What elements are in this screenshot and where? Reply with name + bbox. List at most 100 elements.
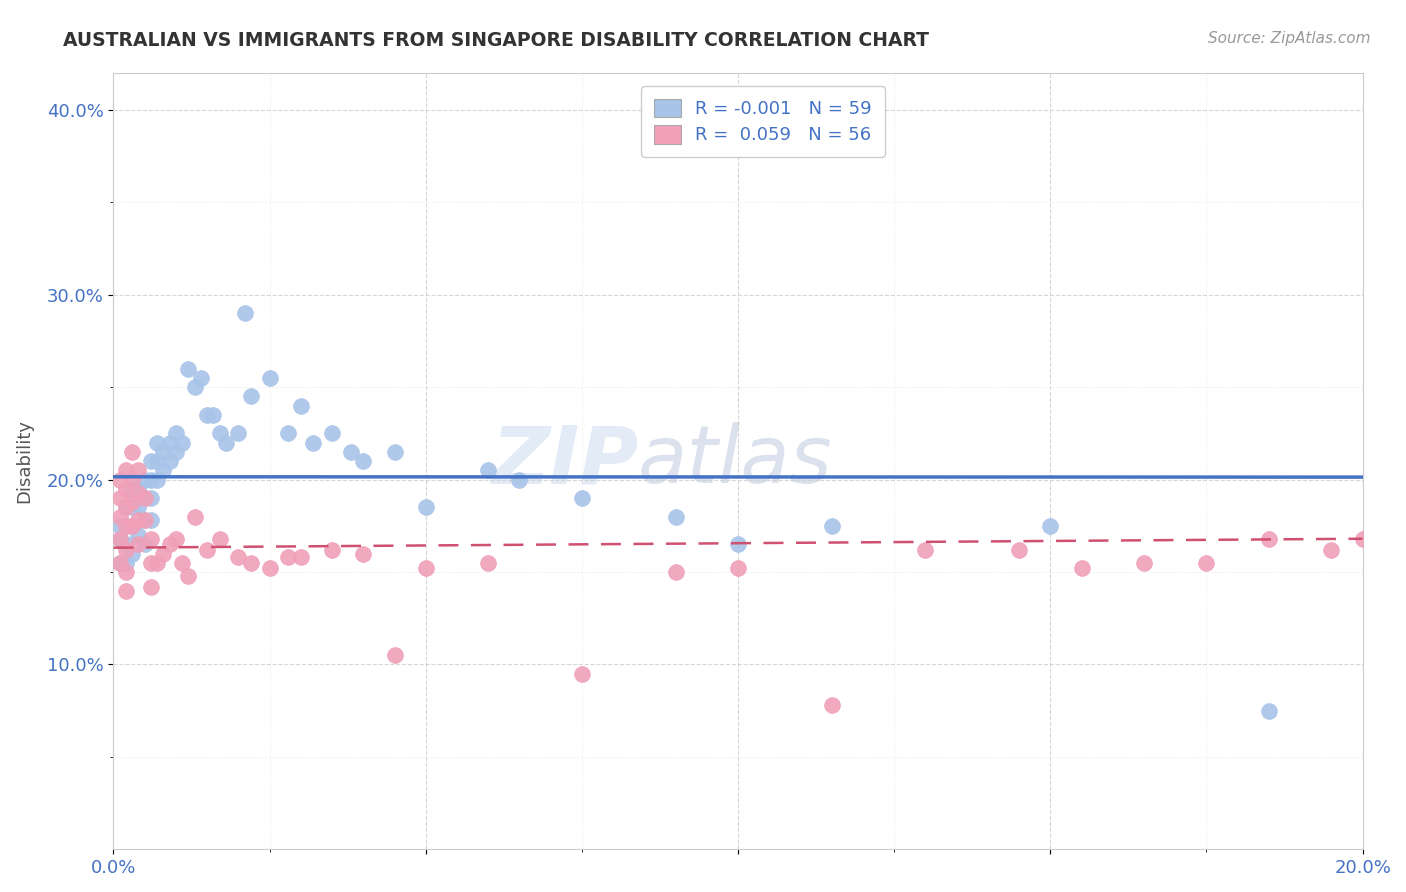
Point — [121, 445, 143, 459]
Point — [134, 513, 156, 527]
Point — [139, 454, 162, 468]
Point — [139, 580, 162, 594]
Point — [127, 528, 149, 542]
Point — [121, 473, 143, 487]
Point — [571, 666, 593, 681]
Text: ZIP: ZIP — [491, 422, 638, 500]
Point — [159, 454, 181, 468]
Point — [159, 435, 181, 450]
Point — [115, 537, 138, 551]
Point — [664, 565, 686, 579]
Point — [127, 463, 149, 477]
Point — [321, 542, 343, 557]
Point — [384, 445, 406, 459]
Point — [115, 500, 138, 515]
Point — [134, 491, 156, 505]
Point — [1008, 542, 1031, 557]
Point — [1195, 556, 1218, 570]
Point — [108, 473, 131, 487]
Point — [177, 568, 200, 582]
Point — [277, 426, 299, 441]
Point — [127, 482, 149, 496]
Point — [727, 537, 749, 551]
Point — [108, 491, 131, 505]
Point — [415, 561, 437, 575]
Point — [1320, 542, 1343, 557]
Point — [415, 500, 437, 515]
Point — [115, 583, 138, 598]
Point — [139, 491, 162, 505]
Point — [821, 698, 844, 712]
Point — [152, 547, 174, 561]
Point — [108, 518, 131, 533]
Point — [115, 542, 138, 557]
Point — [127, 485, 149, 500]
Point — [121, 518, 143, 533]
Point — [121, 482, 143, 496]
Point — [115, 518, 138, 533]
Point — [302, 435, 325, 450]
Point — [152, 445, 174, 459]
Point — [352, 454, 374, 468]
Point — [340, 445, 363, 459]
Legend: R = -0.001   N = 59, R =  0.059   N = 56: R = -0.001 N = 59, R = 0.059 N = 56 — [641, 86, 884, 157]
Text: atlas: atlas — [638, 422, 832, 500]
Point — [1133, 556, 1156, 570]
Y-axis label: Disability: Disability — [15, 419, 32, 503]
Point — [159, 537, 181, 551]
Point — [384, 648, 406, 663]
Point — [134, 537, 156, 551]
Point — [165, 532, 187, 546]
Point — [1070, 561, 1092, 575]
Point — [134, 473, 156, 487]
Point — [228, 426, 250, 441]
Point — [290, 550, 312, 565]
Point — [208, 426, 231, 441]
Point — [108, 532, 131, 546]
Point — [115, 482, 138, 496]
Point — [121, 495, 143, 509]
Point — [115, 463, 138, 477]
Point — [183, 509, 205, 524]
Point — [146, 473, 169, 487]
Point — [134, 491, 156, 505]
Point — [165, 445, 187, 459]
Point — [277, 550, 299, 565]
Point — [727, 561, 749, 575]
Text: Source: ZipAtlas.com: Source: ZipAtlas.com — [1208, 31, 1371, 46]
Point — [115, 500, 138, 515]
Point — [664, 509, 686, 524]
Point — [914, 542, 936, 557]
Point — [228, 550, 250, 565]
Point — [165, 426, 187, 441]
Point — [290, 399, 312, 413]
Point — [195, 408, 218, 422]
Point — [259, 561, 281, 575]
Point — [508, 473, 530, 487]
Point — [233, 306, 256, 320]
Point — [146, 435, 169, 450]
Point — [190, 371, 212, 385]
Point — [215, 435, 238, 450]
Point — [108, 532, 131, 546]
Point — [239, 389, 262, 403]
Point — [139, 473, 162, 487]
Point — [139, 532, 162, 546]
Point — [146, 454, 169, 468]
Point — [115, 518, 138, 533]
Point — [352, 547, 374, 561]
Point — [202, 408, 225, 422]
Point — [177, 361, 200, 376]
Point — [108, 556, 131, 570]
Point — [321, 426, 343, 441]
Point — [1257, 704, 1279, 718]
Point — [152, 463, 174, 477]
Point — [821, 518, 844, 533]
Point — [172, 556, 194, 570]
Point — [139, 513, 162, 527]
Point — [1257, 532, 1279, 546]
Point — [115, 556, 138, 570]
Point — [259, 371, 281, 385]
Point — [121, 518, 143, 533]
Point — [1039, 518, 1062, 533]
